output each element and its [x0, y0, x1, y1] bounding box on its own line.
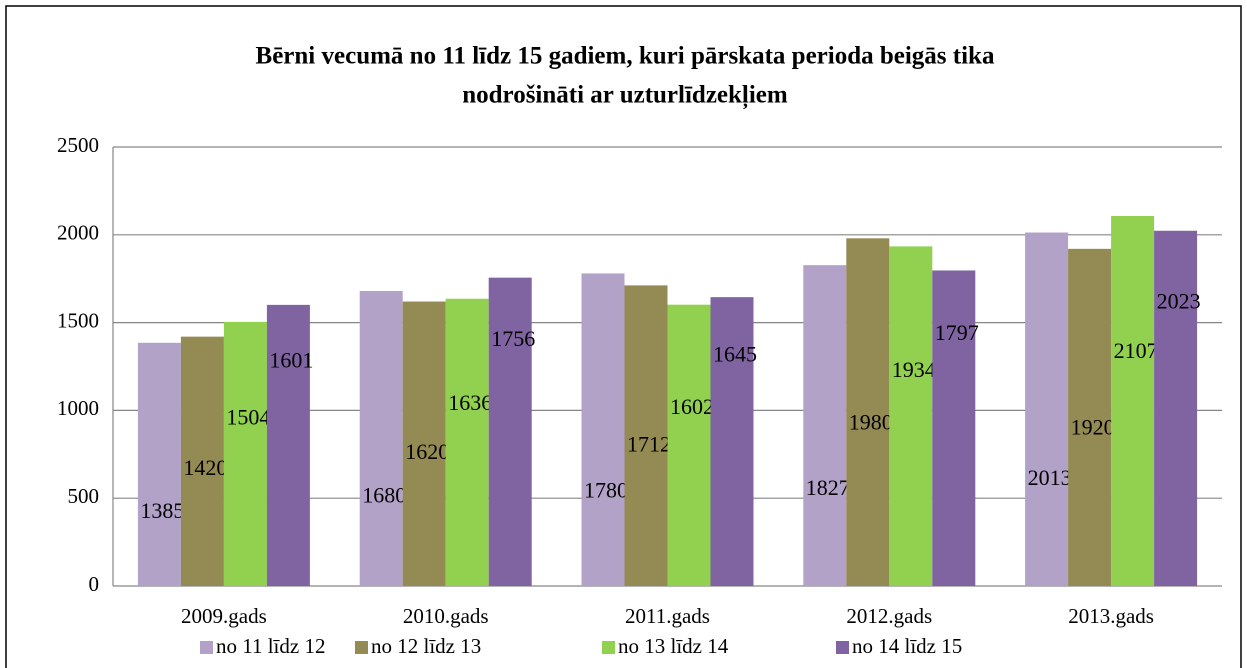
legend-label: no 13 līdz 14	[618, 634, 729, 658]
bar	[1068, 248, 1112, 586]
bar	[889, 246, 933, 587]
data-label: 2013	[1028, 465, 1072, 490]
chart-title: Bērni vecumā no 11 līdz 15 gadiem, kuri …	[256, 43, 995, 70]
x-tick-label: 2010.gads	[403, 604, 489, 628]
bar	[137, 342, 181, 586]
y-tick-label: 1000	[57, 396, 99, 420]
x-tick-label: 2013.gads	[1068, 604, 1154, 628]
bar	[1154, 230, 1198, 586]
data-label: 1680	[362, 483, 406, 508]
bar	[223, 321, 267, 586]
data-label: 1827	[806, 475, 850, 500]
x-tick-label: 2009.gads	[181, 604, 267, 628]
data-label: 1385	[140, 498, 184, 523]
y-tick-label: 2000	[57, 221, 99, 245]
data-label: 1636	[448, 390, 492, 415]
bar	[445, 298, 489, 586]
bar	[667, 304, 711, 586]
y-tick-label: 1500	[57, 308, 99, 332]
data-label: 1620	[405, 439, 449, 464]
bar	[402, 301, 446, 586]
data-label: 1934	[892, 357, 936, 382]
bar	[846, 238, 890, 586]
data-label: 1797	[935, 320, 979, 345]
bar	[180, 336, 224, 586]
legend-swatch	[836, 641, 849, 654]
bar	[932, 270, 976, 586]
y-tick-label: 0	[89, 572, 100, 596]
chart-frame	[5, 5, 1242, 668]
data-label: 1920	[1071, 414, 1115, 439]
bar	[1025, 232, 1069, 586]
chart-title: nodrošināti ar uzturlīdzekļiem	[462, 82, 788, 110]
data-label: 1504	[226, 405, 270, 430]
bar	[710, 297, 754, 586]
x-tick-label: 2011.gads	[625, 604, 710, 628]
data-label: 1780	[584, 477, 628, 502]
data-label: 1712	[627, 431, 671, 456]
data-label: 1602	[670, 394, 714, 419]
bar	[488, 277, 532, 586]
data-label: 2107	[1114, 338, 1158, 363]
legend-label: no 11 līdz 12	[216, 634, 325, 658]
y-tick-label: 500	[68, 484, 100, 508]
data-label: 1756	[491, 326, 535, 351]
y-tick-label: 2500	[57, 133, 99, 157]
legend-swatch	[200, 641, 213, 654]
bar	[624, 285, 668, 586]
legend-label: no 12 līdz 13	[371, 634, 481, 658]
bar	[803, 265, 847, 586]
data-label: 2023	[1157, 289, 1201, 314]
data-label: 1601	[269, 348, 313, 373]
bar	[581, 273, 625, 586]
legend-swatch	[355, 641, 368, 654]
bar	[359, 290, 403, 586]
legend-label: no 14 līdz 15	[852, 634, 962, 658]
x-tick-label: 2012.gads	[846, 604, 932, 628]
bar	[1111, 216, 1155, 586]
data-label: 1420	[183, 455, 227, 480]
bar	[266, 304, 310, 586]
legend-swatch	[602, 641, 615, 654]
data-label: 1980	[849, 409, 893, 434]
data-label: 1645	[713, 341, 757, 366]
